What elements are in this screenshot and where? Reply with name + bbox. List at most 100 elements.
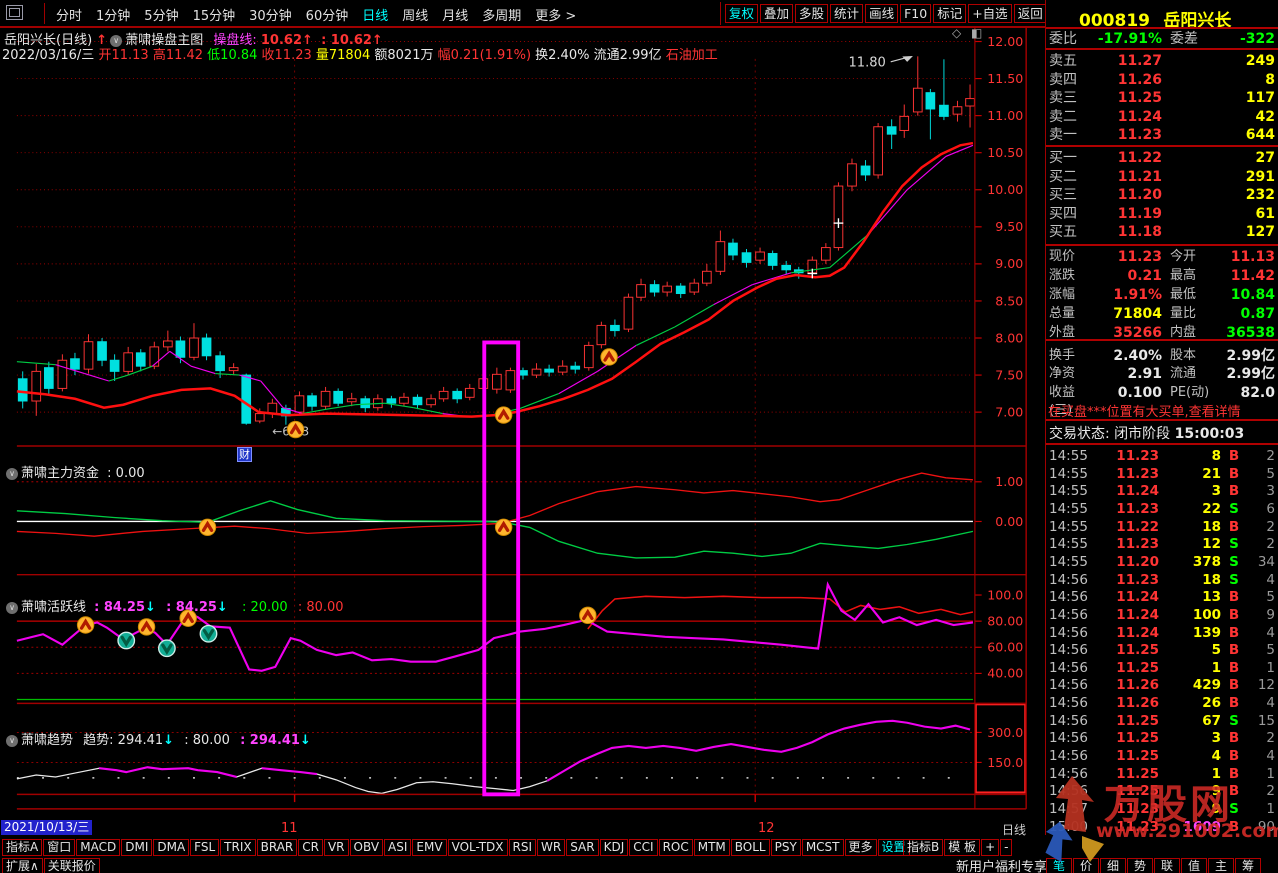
collapse-chevron-icon[interactable]: ∨ <box>110 35 123 47</box>
financial-report-badge[interactable]: 财 <box>237 447 252 462</box>
svg-text:300.0: 300.0 <box>987 725 1023 740</box>
indicator-tab-MACD[interactable]: MACD <box>76 839 121 856</box>
tick-count: 4 <box>1266 624 1275 641</box>
level-row-买三[interactable]: 买三 11.20 232 <box>1046 186 1278 204</box>
level-row-卖四[interactable]: 卖四 11.26 8 <box>1046 71 1278 89</box>
panel-tab-指标B[interactable]: 指标B <box>903 839 944 856</box>
menu-item-30分钟[interactable]: 30分钟 <box>249 9 292 24</box>
indicator-tab-PSY[interactable]: PSY <box>770 839 801 856</box>
menu-item-分时[interactable]: 分时 <box>56 9 83 24</box>
ext-tab-关联报价[interactable]: 关联报价 <box>43 858 100 873</box>
tick-row: 14:55 11.20 378 S 34 <box>1046 553 1278 571</box>
level-row-买五[interactable]: 买五 11.18 127 <box>1046 223 1278 241</box>
view-tab-主[interactable]: 主 <box>1208 858 1234 873</box>
collapse-chevron-icon[interactable]: ∨ <box>6 735 18 747</box>
indicator-tab-DMI[interactable]: DMI <box>121 839 153 856</box>
indicator-tab-EMV[interactable]: EMV <box>412 839 447 856</box>
view-tab-筹[interactable]: 筹 <box>1235 858 1261 873</box>
view-tab-值[interactable]: 值 <box>1181 858 1207 873</box>
view-tab-笔[interactable]: 笔 <box>1046 858 1072 873</box>
indicator-tab-TRIX[interactable]: TRIX <box>220 839 256 856</box>
panel-tab-+[interactable]: + <box>981 839 1000 856</box>
indicator-tab-设置[interactable]: 设置 <box>877 839 910 856</box>
ext-tab-扩展∧[interactable]: 扩展∧ <box>2 858 43 873</box>
level-row-买二[interactable]: 买二 11.21 291 <box>1046 168 1278 186</box>
indicator-tab-更多[interactable]: 更多 <box>844 839 877 856</box>
collapse-chevron-icon[interactable]: ∨ <box>6 602 18 614</box>
indicator-tab-RSI[interactable]: RSI <box>508 839 537 856</box>
indicator-tab-CCI[interactable]: CCI <box>629 839 658 856</box>
level-row-卖三[interactable]: 卖三 11.25 117 <box>1046 89 1278 107</box>
svg-text:11.80: 11.80 <box>848 56 885 71</box>
indicator-tab-BOLL[interactable]: BOLL <box>730 839 770 856</box>
menu-item-15分钟[interactable]: 15分钟 <box>192 9 236 24</box>
indicator-tab-ASI[interactable]: ASI <box>384 839 412 856</box>
view-tab-价[interactable]: 价 <box>1073 858 1099 873</box>
tick-time: 14:56 <box>1049 730 1088 747</box>
indicator-tab-指标A[interactable]: 指标A <box>2 839 43 856</box>
chart-canvas[interactable]: 12.00 11.50 11.00 10.50 10.00 9.50 9.00 8.50 8.0… <box>0 27 1045 835</box>
axis-month-11: 11 <box>281 821 298 836</box>
stat-label: 今开 <box>1170 249 1197 264</box>
menu-button-画线[interactable]: 画线 <box>865 4 899 23</box>
indicator-tab-DMA[interactable]: DMA <box>153 839 190 856</box>
menu-button-多股[interactable]: 多股 <box>795 4 829 23</box>
promo-text[interactable]: 新用户福利专享 <box>956 860 1048 873</box>
indicator-tab-窗口[interactable]: 窗口 <box>43 839 76 856</box>
menu-button-统计[interactable]: 统计 <box>830 4 864 23</box>
level-row-卖二[interactable]: 卖二 11.24 42 <box>1046 108 1278 126</box>
menu-button-复权[interactable]: 复权 <box>725 4 759 23</box>
indicator-tab-MCST[interactable]: MCST <box>801 839 844 856</box>
menu-item-多周期[interactable]: 多周期 <box>482 9 522 24</box>
indicator-tab-MTM[interactable]: MTM <box>693 839 730 856</box>
panel-tab--[interactable]: - <box>1000 839 1013 856</box>
indicator-tab-VR[interactable]: VR <box>323 839 349 856</box>
industry-tag[interactable]: 石油加工 <box>665 48 718 63</box>
menu-button-叠加[interactable]: 叠加 <box>760 4 794 23</box>
down-arrow-icon: ↓ <box>216 600 228 615</box>
indicator-tab-VOL-TDX[interactable]: VOL-TDX <box>447 839 508 856</box>
indicator-tab-FSL[interactable]: FSL <box>190 839 220 856</box>
tick-row: 14:55 11.23 12 S 2 <box>1046 535 1278 553</box>
tick-volume: 378 <box>1192 553 1221 570</box>
level-row-买一[interactable]: 买一 11.22 27 <box>1046 149 1278 167</box>
menu-item-60分钟[interactable]: 60分钟 <box>305 9 349 24</box>
panel-tab-模 板[interactable]: 模 板 <box>944 839 981 856</box>
indicator-tab-SAR[interactable]: SAR <box>566 839 599 856</box>
diamond-icon[interactable]: ◇ <box>952 26 962 40</box>
tick-volume: 3 <box>1211 730 1221 747</box>
view-tab-联[interactable]: 联 <box>1154 858 1180 873</box>
collapse-chevron-icon[interactable]: ∨ <box>6 468 18 480</box>
tick-count: 1 <box>1266 801 1275 817</box>
menu-item-日线[interactable]: 日线 <box>362 9 389 24</box>
indicator-tab-BRAR[interactable]: BRAR <box>256 839 298 856</box>
active-high-level: : 80.00 <box>297 600 344 615</box>
indicator-tab-CR[interactable]: CR <box>298 839 323 856</box>
menu-item-更多 >[interactable]: 更多 > <box>535 9 577 24</box>
indicator-tab-OBV[interactable]: OBV <box>349 839 384 856</box>
level-price: 11.22 <box>1117 150 1162 166</box>
indicator-tab-KDJ[interactable]: KDJ <box>599 839 629 856</box>
level-row-卖五[interactable]: 卖五 11.27 249 <box>1046 52 1278 70</box>
tick-volume: 9 <box>1211 801 1221 817</box>
menu-button-返回[interactable]: 返回 <box>1013 4 1047 23</box>
svg-text:7.00: 7.00 <box>995 404 1023 419</box>
view-tab-势[interactable]: 势 <box>1127 858 1153 873</box>
indicator-tab-WR[interactable]: WR <box>537 839 566 856</box>
menu-item-月线[interactable]: 月线 <box>442 9 469 24</box>
level-row-买四[interactable]: 买四 11.19 61 <box>1046 205 1278 223</box>
level-row-卖一[interactable]: 卖一 11.23 644 <box>1046 126 1278 144</box>
menu-item-周线[interactable]: 周线 <box>402 9 429 24</box>
view-tab-细[interactable]: 细 <box>1100 858 1126 873</box>
axis-month-12: 12 <box>758 821 775 836</box>
menu-item-1分钟[interactable]: 1分钟 <box>96 9 131 24</box>
big-order-alert[interactable]: 在买盘***位置有大买单,查看详情 <box>1048 405 1241 420</box>
quote-date: 2022/03/16/三 <box>2 48 95 63</box>
indicator-tab-ROC[interactable]: ROC <box>658 839 693 856</box>
menu-button-+自选[interactable]: +自选 <box>968 4 1012 23</box>
menu-button-F10[interactable]: F10 <box>900 4 932 23</box>
menu-button-标记[interactable]: 标记 <box>933 4 967 23</box>
window-icon[interactable] <box>6 5 23 20</box>
menu-item-5分钟[interactable]: 5分钟 <box>144 9 179 24</box>
split-window-icon[interactable]: ◧ <box>971 26 983 40</box>
